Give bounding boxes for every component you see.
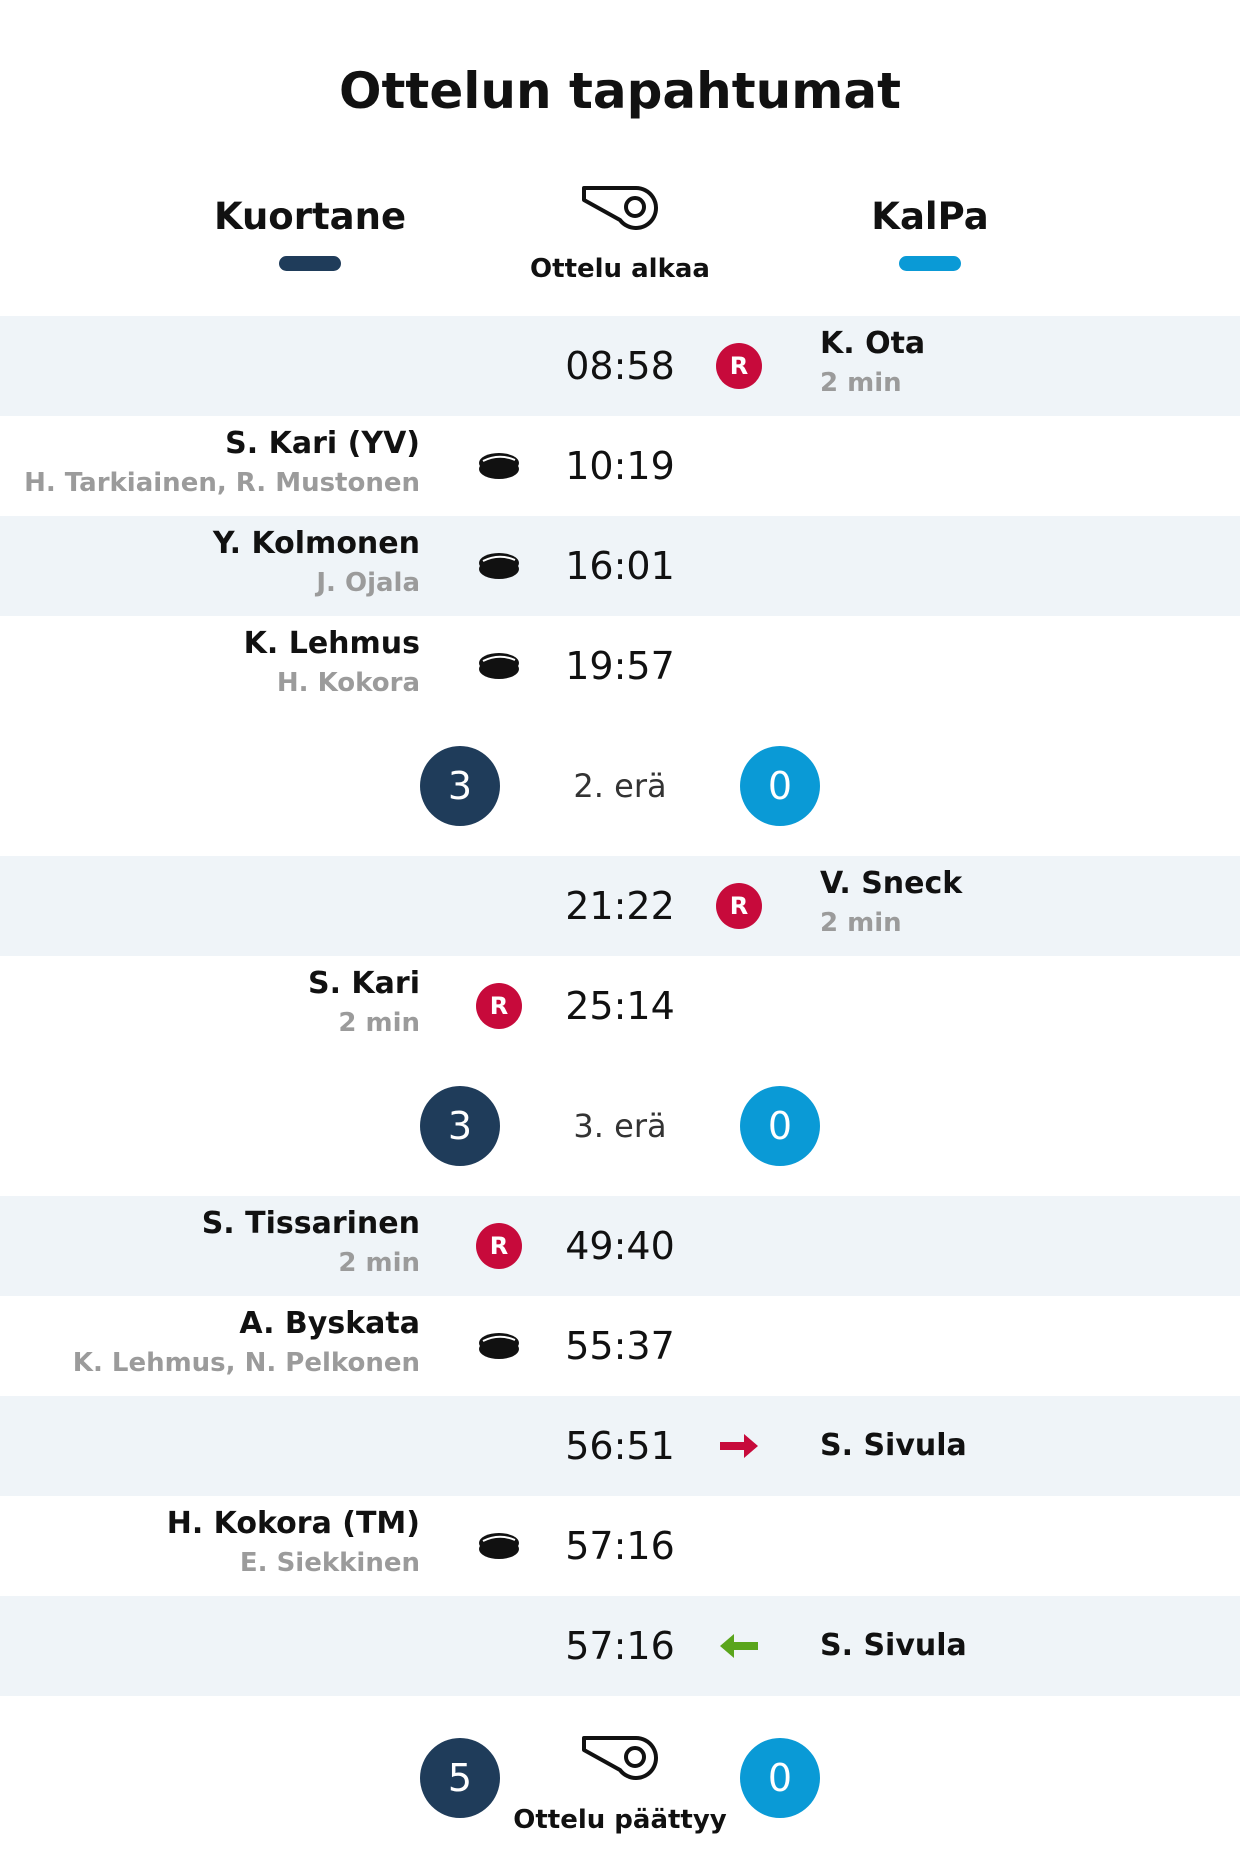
puck-icon	[476, 1323, 522, 1369]
event-row: 19:57 K. Lehmus H. Kokora	[0, 616, 1240, 716]
event-row: 10:19 S. Kari (YV) H. Tarkiainen, R. Musto…	[0, 416, 1240, 516]
event-player-name[interactable]: A. Byskata	[239, 1306, 420, 1341]
event-player-name[interactable]: S. Kari	[307, 966, 420, 1001]
final-home-score: 5	[420, 1738, 500, 1818]
period-away-score: 0	[740, 1086, 820, 1166]
event-time: 21:22	[565, 884, 675, 928]
event-detail: J. Ojala	[316, 568, 420, 598]
event-row: 57:16 H. Kokora (TM) E. Siekkinen	[0, 1496, 1240, 1596]
event-time: 55:37	[565, 1324, 675, 1368]
event-row: 55:37 A. Byskata K. Lehmus, N. Pelkonen	[0, 1296, 1240, 1396]
event-player-name[interactable]: K. Lehmus	[243, 626, 420, 661]
event-player-name[interactable]: S. Sivula	[820, 1428, 967, 1463]
penalty-icon: R	[476, 983, 522, 1029]
match-start-label: Ottelu alkaa	[530, 254, 710, 284]
event-row: 25:14 S. Kari 2 min R	[0, 956, 1240, 1056]
event-player-name[interactable]: Y. Kolmonen	[212, 526, 420, 561]
event-time: 16:01	[565, 544, 675, 588]
event-player-name[interactable]: S. Sivula	[820, 1628, 967, 1663]
event-detail: 2 min	[338, 1248, 420, 1278]
puck-icon	[476, 643, 522, 689]
final-score-row: 5 0	[0, 1718, 1240, 1838]
period-home-score: 3	[420, 1086, 500, 1166]
period-label: 3. erä	[573, 1107, 667, 1145]
event-detail: K. Lehmus, N. Pelkonen	[72, 1348, 420, 1378]
period-home-score: 3	[420, 746, 500, 826]
event-time: 19:57	[565, 644, 675, 688]
event-detail: E. Siekkinen	[239, 1548, 420, 1578]
period-away-score: 0	[740, 746, 820, 826]
event-row: 56:51 S. Sivula	[0, 1396, 1240, 1496]
puck-icon	[476, 1523, 522, 1569]
event-time: 10:19	[565, 444, 675, 488]
event-player-name[interactable]: S. Tissarinen	[201, 1206, 420, 1241]
goalie-out-arrow-icon	[716, 1423, 762, 1469]
event-row: 49:40 S. Tissarinen 2 min R	[0, 1196, 1240, 1296]
period-score-row: 3 2. erä 0	[0, 726, 1240, 846]
puck-icon	[476, 543, 522, 589]
event-time: 56:51	[565, 1424, 675, 1468]
event-row: 16:01 Y. Kolmonen J. Ojala	[0, 516, 1240, 616]
penalty-icon: R	[716, 883, 762, 929]
event-player-name[interactable]: S. Kari (YV)	[225, 426, 420, 461]
event-detail: 2 min	[820, 368, 902, 398]
event-row: 57:16 S. Sivula	[0, 1596, 1240, 1696]
event-time: 57:16	[565, 1624, 675, 1668]
whistle-icon	[582, 186, 658, 230]
event-detail: 2 min	[338, 1008, 420, 1038]
event-time: 08:58	[565, 344, 675, 388]
home-team-color-bar	[279, 256, 341, 271]
goalie-in-arrow-icon	[716, 1623, 762, 1669]
penalty-icon: R	[716, 343, 762, 389]
home-team-name: Kuortane	[213, 195, 407, 238]
final-away-score: 0	[740, 1738, 820, 1818]
event-player-name[interactable]: H. Kokora (TM)	[166, 1506, 420, 1541]
event-time: 57:16	[565, 1524, 675, 1568]
event-detail: 2 min	[820, 908, 902, 938]
period-label: 2. erä	[573, 767, 667, 805]
away-team-color-bar	[899, 256, 961, 271]
event-detail: H. Tarkiainen, R. Mustonen	[24, 468, 420, 498]
event-time: 25:14	[565, 984, 675, 1028]
penalty-icon: R	[476, 1223, 522, 1269]
event-time: 49:40	[565, 1224, 675, 1268]
event-player-name[interactable]: K. Ota	[820, 326, 926, 361]
page-title: Ottelun tapahtumat	[339, 62, 901, 120]
event-row: 21:22 V. Sneck 2 min R	[0, 856, 1240, 956]
match-end-label: Ottelu päättyy	[513, 1805, 727, 1835]
event-row: 08:58 K. Ota 2 min R	[0, 316, 1240, 416]
event-detail: H. Kokora	[276, 668, 420, 698]
event-player-name[interactable]: V. Sneck	[820, 866, 963, 901]
period-score-row: 3 3. erä 0	[0, 1066, 1240, 1186]
away-team-name: KalPa	[871, 195, 989, 238]
puck-icon	[476, 443, 522, 489]
whistle-icon	[582, 1736, 658, 1780]
